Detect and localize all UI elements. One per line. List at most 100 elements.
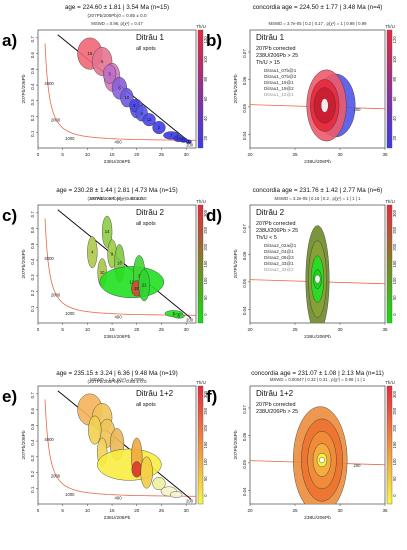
- spot-line: Ditrau1_19@2: [264, 86, 294, 91]
- colorbar-tick-label: 80: [203, 76, 208, 81]
- colorbar-tick-label: 120: [203, 36, 208, 44]
- x-tick-label: 25: [159, 327, 165, 332]
- x-tick-label: 30: [337, 327, 343, 332]
- mswd-line: MSWD = 1.9, p(χ²) = 0.0096: [90, 377, 144, 382]
- ellipse-label: 9: [111, 251, 114, 256]
- panel-letter: a): [2, 31, 17, 50]
- chart-title: age = 224.60 ± 1.81 | 3.54 Ma (n=15): [65, 4, 169, 11]
- colorbar-tick-label: 100: [392, 458, 397, 466]
- ellipse-label: 9: [133, 103, 136, 108]
- legend-line: Th/U > 15: [256, 60, 280, 66]
- x-tick-label: 0: [37, 152, 40, 157]
- y-tick-label: 0.4: [30, 439, 35, 446]
- y-tick-label: 0.05: [242, 460, 247, 469]
- colorbar-tick-label: 100: [392, 55, 397, 63]
- ellipse-label: 4: [91, 250, 94, 255]
- ellipse-label: 21: [142, 283, 147, 288]
- x-tick-label: 25: [159, 152, 165, 157]
- y-tick-label: 0.7: [30, 211, 35, 218]
- x-tick-label: 10: [85, 508, 91, 513]
- x-axis-label: 238U/206Pb: [304, 334, 331, 340]
- concordia-age-label: 400: [115, 139, 123, 144]
- x-tick-label: 25: [292, 327, 298, 332]
- legend-line: all spots: [136, 46, 156, 52]
- x-axis-label: 238U/206Pb: [104, 334, 131, 340]
- ellipse-label: 3: [108, 72, 111, 77]
- colorbar-tick-label: 0: [392, 494, 397, 497]
- spot-line: Ditrau2_04@1: [264, 249, 294, 254]
- x-tick-label: 35: [382, 327, 388, 332]
- ellipse-label: 5: [173, 311, 176, 316]
- concordia-age-label: 2000: [51, 473, 61, 478]
- ellipse-label: 12: [129, 280, 134, 285]
- colorbar-tick-label: 150: [203, 441, 208, 449]
- colorbar-tick-label: 200: [203, 243, 208, 251]
- error-ellipse: [314, 274, 321, 284]
- chart-title: concordia age = 231.07 ± 1.08 | 2.13 Ma …: [251, 370, 384, 377]
- concordia-age-label: 200: [186, 498, 194, 503]
- x-axis-label: 238U/206Pb: [104, 159, 131, 165]
- y-tick-label: 0.5: [30, 67, 35, 74]
- x-tick-label: 30: [184, 152, 190, 157]
- legend-line: all spots: [136, 402, 156, 408]
- plot-area: 155133610894122714111400020001000400200: [44, 34, 196, 147]
- concordia-age-label: 2000: [51, 292, 61, 297]
- colorbar-tick-label: 0: [392, 313, 397, 316]
- panel-d: d) concordia age = 231.76 ± 1.42 | 2.77 M…: [206, 187, 397, 340]
- legend-line: Th/U < 5: [256, 235, 277, 241]
- colorbar-tick-label: 60: [392, 96, 397, 101]
- x-tick-label: 30: [184, 508, 190, 513]
- y-tick-label: 0.06: [242, 251, 247, 260]
- error-ellipse: [152, 121, 166, 135]
- ellipse-label: 3: [138, 273, 141, 278]
- concordia-age-label: 4000: [44, 437, 54, 442]
- error-ellipse: [172, 313, 185, 319]
- mswd-line: MSWD = 0.00047 | 0.32 | 0.31 , p(χ²) = 0…: [270, 377, 366, 382]
- plot-area: [250, 225, 385, 323]
- colorbar-tick-label: 80: [392, 76, 397, 81]
- chart-title: concordia age = 224.50 ± 1.77 | 3.48 Ma …: [253, 4, 383, 11]
- concordia-age-label: 200: [186, 142, 194, 147]
- colorbar-tick-label: 250: [392, 226, 397, 234]
- panel-letter: f): [206, 387, 217, 406]
- colorbar: [197, 29, 204, 149]
- colorbar-label: Th/U: [196, 199, 206, 204]
- legend-line: Ditrău 2: [256, 208, 285, 217]
- legend-line: Ditrău 1: [136, 33, 165, 42]
- colorbar-tick-label: 0: [203, 313, 208, 316]
- chart-title: age = 230.28 ± 1.44 | 2.81 | 4.73 Ma (n=…: [56, 187, 178, 194]
- y-tick-label: 0.07: [242, 49, 247, 58]
- error-ellipse: [152, 477, 166, 491]
- legend-line: Ditrău 1: [256, 33, 285, 42]
- legend-line: all spots: [136, 221, 156, 227]
- error-ellipse: [170, 491, 183, 498]
- concordia-age-label: 200: [354, 107, 362, 112]
- mswd-line: MSWD = 3.7e-05 | 0.2 | 0.17 , p(χ²) = 1 …: [269, 21, 368, 26]
- y-tick-label: 0.3: [30, 99, 35, 106]
- chart-subtitle: (207Pb/206Pb)0 = 0.85 ± 0.0: [87, 379, 147, 384]
- legend-line: 207Pb corrected: [256, 46, 296, 52]
- y-tick-label: 0.5: [30, 242, 35, 249]
- legend-line: Ditrău 1+2: [136, 389, 174, 398]
- colorbar-tick-label: 0: [203, 494, 208, 497]
- colorbar-tick-label: 200: [392, 424, 397, 432]
- panel-f: f) concordia age = 231.07 ± 1.08 | 2.13 M…: [206, 370, 397, 521]
- error-ellipse: [320, 98, 329, 113]
- concordia-age-label: 400: [115, 314, 123, 319]
- spot-line: Ditrau2_06@3: [264, 255, 294, 260]
- chart-subtitle: (207Pb/206Pb)0 = 0.85 ± 0.0: [87, 13, 147, 18]
- colorbar-label: Th/U: [385, 199, 395, 204]
- colorbar-tick-label: 100: [203, 55, 208, 63]
- legend-line: 207Pb corrected: [256, 221, 296, 227]
- concordia-age-label: 200: [186, 317, 194, 322]
- ellipse-label: 4: [141, 111, 144, 116]
- colorbar-tick-label: 200: [203, 424, 208, 432]
- colorbar-tick-label: 50: [203, 295, 208, 300]
- x-tick-label: 35: [382, 508, 388, 513]
- ellipse-label: 20: [134, 286, 139, 291]
- ellipse-label: 14: [105, 229, 110, 234]
- concordia-age-label: 1000: [65, 136, 75, 141]
- y-tick-label: 0.07: [242, 224, 247, 233]
- concordia-age-label: 200: [354, 463, 362, 468]
